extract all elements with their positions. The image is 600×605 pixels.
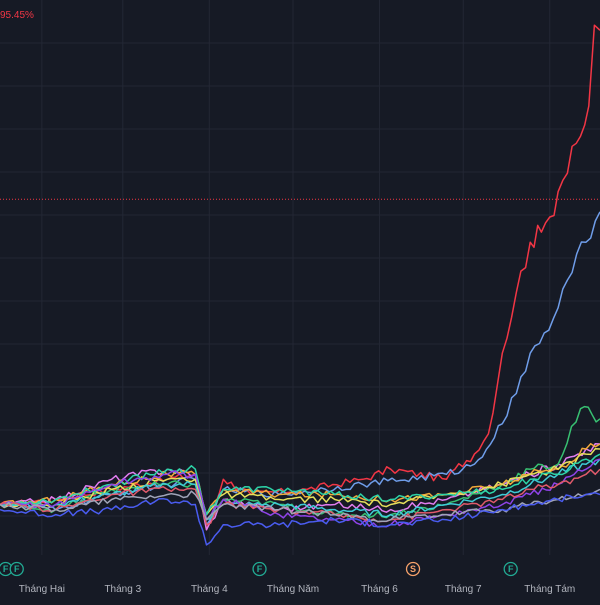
- x-tick-label: Tháng Năm: [267, 584, 319, 595]
- event-marker[interactable]: F: [252, 561, 267, 577]
- event-marker[interactable]: F: [503, 561, 518, 577]
- x-tick-label: Tháng Tám: [524, 584, 575, 595]
- top-value-label: 95.45%: [0, 10, 34, 21]
- event-marker-label: F: [508, 564, 514, 574]
- series-line: [0, 442, 600, 531]
- x-tick-label: Tháng 4: [191, 584, 228, 595]
- x-tick-label: Tháng 6: [361, 584, 398, 595]
- series-line: [0, 442, 600, 516]
- series-line: [0, 453, 600, 516]
- event-marker-circle[interactable]: [405, 561, 421, 577]
- series-layer: [0, 24, 600, 546]
- event-marker[interactable]: F: [9, 561, 24, 577]
- event-marker[interactable]: S: [405, 561, 421, 577]
- series-line: [0, 458, 600, 528]
- event-marker-label: F: [257, 564, 263, 574]
- series-line: [0, 492, 600, 546]
- event-marker-label: F: [14, 564, 20, 574]
- x-tick-label: Tháng 3: [104, 584, 141, 595]
- event-marker-label: F: [3, 564, 9, 574]
- x-tick-label: Tháng Hai: [19, 584, 65, 595]
- event-marker-label: S: [410, 564, 416, 574]
- x-tick-label: Tháng 7: [445, 584, 482, 595]
- grid-layer: [0, 0, 600, 555]
- event-marker-circle[interactable]: [252, 561, 267, 577]
- event-marker-circle[interactable]: [503, 561, 518, 577]
- series-line: [0, 211, 600, 526]
- event-marker-circle[interactable]: [9, 561, 24, 577]
- x-axis: Tháng Hai Tháng 3 Tháng 4 Tháng Năm Tháng 6 T…: [19, 584, 575, 595]
- series-line: [0, 24, 600, 531]
- series-line: [0, 458, 600, 521]
